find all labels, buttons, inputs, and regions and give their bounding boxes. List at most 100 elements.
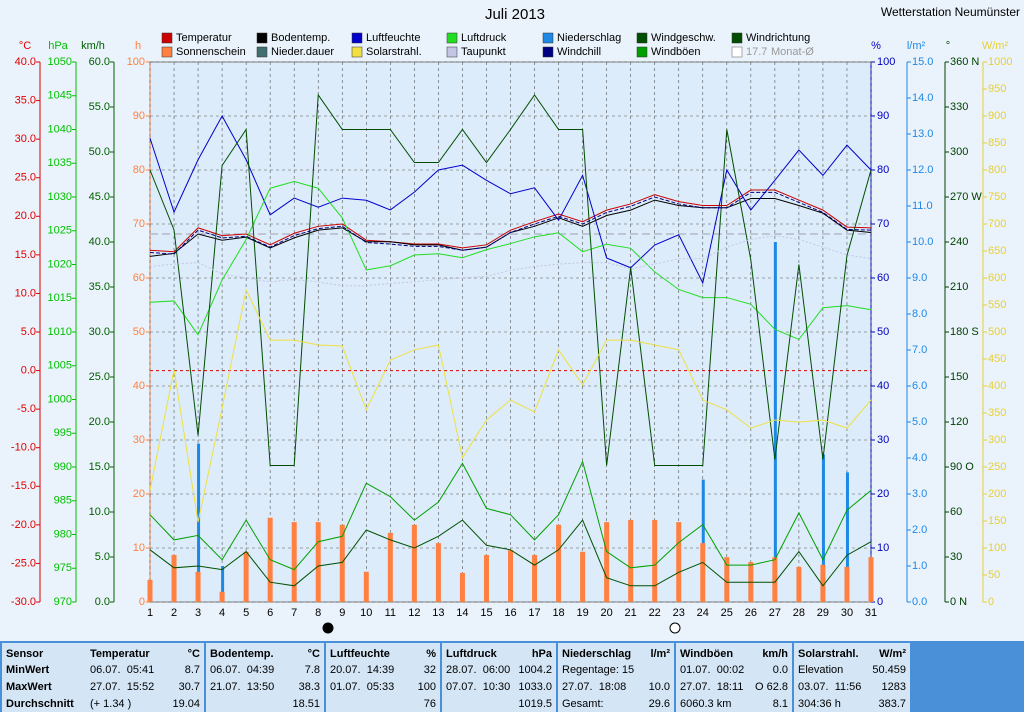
y-tick-label: 5.0: [95, 551, 110, 563]
legend-label: Taupunkt: [461, 46, 506, 58]
cell-value: 383.7: [878, 698, 906, 710]
x-tick-label: 27: [769, 607, 781, 619]
y-tick-label: 35.0: [89, 281, 110, 293]
column-header: Niederschlag l/m²: [562, 646, 670, 662]
cell-text: 20.07. 14:39: [330, 664, 395, 676]
cell-text: 27.07. 18:08: [562, 681, 627, 693]
y-tick-label: 300: [950, 146, 968, 158]
row-label-text: MaxWert: [6, 681, 52, 693]
cell-text: 03.07. 11:56: [798, 681, 862, 693]
y-tick-label: 40: [133, 380, 145, 392]
column-unit: °C: [187, 648, 200, 660]
cell-text: 21.07. 13:50: [210, 681, 275, 693]
stats-column: Bodentemp. °C 06.07. 04:39 7.8 21.07. 13:50 3…: [206, 643, 324, 712]
bar: [411, 524, 417, 602]
series-line: [149, 235, 872, 287]
cell-value: 1033.0: [518, 681, 552, 693]
y-tick-label: 70: [877, 218, 889, 230]
x-tick-label: 20: [601, 607, 613, 619]
x-tick-label: 16: [504, 607, 516, 619]
y-tick-label: 330: [950, 101, 968, 113]
y-tick-label: 50: [877, 326, 889, 338]
stats-column: Windböen km/h 01.07. 00:02 0.0 27.07. 18:11 O…: [676, 643, 792, 712]
bar: [773, 242, 777, 602]
cell-value: 1283: [881, 681, 906, 693]
y-tick-label: 0.0: [95, 596, 110, 608]
column-name: Luftdruck: [446, 648, 497, 660]
legend-label: Nieder.dauer: [271, 46, 334, 58]
y-tick-label: 900: [988, 110, 1006, 122]
cell-value: 18.51: [292, 698, 320, 710]
row-labels: Sensor MinWert MaxWert Durchschnitt: [2, 643, 86, 712]
x-tick-label: 28: [793, 607, 805, 619]
y-tick-label: 985: [54, 495, 72, 507]
y-tick-label: -15.0: [11, 480, 36, 492]
y-tick-label: 100: [877, 56, 895, 68]
y-tick-label: 150: [988, 515, 1006, 527]
x-tick-label: 9: [339, 607, 345, 619]
bar: [339, 524, 345, 602]
cell-value: O 62.8: [754, 681, 788, 693]
bar: [796, 566, 802, 602]
x-tick-label: 14: [456, 607, 468, 619]
y-tick-label: 270 W: [950, 191, 982, 203]
cell-value: 50.459: [872, 664, 906, 676]
stats-cell: 06.07. 05:41 8.7: [90, 662, 200, 678]
cell-value: 38.3: [298, 681, 320, 693]
y-tick-label: 90 O: [950, 461, 974, 473]
bar: [868, 557, 874, 602]
y-tick-label: 35.0: [15, 94, 36, 106]
legend-label: Solarstrahl.: [366, 46, 422, 58]
y-tick-label: 25.0: [89, 371, 110, 383]
x-tick-label: 22: [649, 607, 661, 619]
y-tick-label: 40: [877, 380, 889, 392]
y-tick-label: 0 N: [950, 596, 967, 608]
series-line: [149, 189, 872, 253]
y-tick-label: 40.0: [15, 56, 36, 68]
y-tick-label: 10: [133, 542, 145, 554]
cell-text: Elevation: [798, 664, 844, 676]
y-tick-label: 1050: [48, 56, 72, 68]
y-tick-label: 1035: [48, 157, 72, 169]
y-tick-label: 300: [988, 434, 1006, 446]
bar: [195, 571, 201, 602]
cell-value: 76: [423, 698, 436, 710]
y-tick-label: 100: [988, 542, 1006, 554]
y-tick-label: 1015: [48, 292, 72, 304]
y-tick-label: 240: [950, 236, 968, 248]
cell-value: 1019.5: [518, 698, 552, 710]
cell-value: 32: [423, 664, 436, 676]
stats-cell: 18.51: [210, 696, 320, 712]
legend-label: Monat-Ø: [771, 46, 814, 58]
y-tick-label: 90: [133, 110, 145, 122]
legend-swatch: [351, 32, 363, 44]
legend-swatch: [446, 32, 458, 44]
y-tick-label: 0.0: [21, 364, 36, 376]
y-tick-label: 30: [877, 434, 889, 446]
cell-text: 27.07. 15:52: [90, 681, 155, 693]
cell-value: 8.7: [184, 664, 200, 676]
y-tick-label: 10.0: [912, 236, 933, 248]
y-tick-label: 20.0: [89, 416, 110, 428]
legend-label: Temperatur: [176, 32, 232, 44]
x-tick-label: 17: [528, 607, 540, 619]
column-unit: W/m²: [879, 648, 906, 660]
legend-label: Luftfeuchte: [366, 32, 420, 44]
cell-text: Regentage: 15: [562, 664, 635, 676]
chart: Juli 2013 Wetterstation Neumünster °C -30…: [11, 5, 1020, 634]
full-moon: [669, 622, 681, 634]
y-tick-label: 11.0: [912, 200, 933, 212]
legend-swatch: [256, 46, 268, 58]
column-name: Solarstrahl.: [798, 648, 859, 660]
y-tick-label: 30: [950, 551, 962, 563]
stats-cell: 21.07. 13:50 38.3: [210, 679, 320, 695]
y-tick-label: 80: [877, 164, 889, 176]
x-tick-label: 24: [697, 607, 709, 619]
axis-unit: hPa: [48, 40, 68, 52]
stats-cell: 6060.3 km 8.1: [680, 696, 788, 712]
y-tick-label: 20: [877, 488, 889, 500]
column-unit: %: [426, 648, 436, 660]
y-tick-label: 1005: [48, 360, 72, 372]
stats-cell: Gesamt: 29.6: [562, 696, 670, 712]
y-tick-label: 13.0: [912, 128, 933, 140]
